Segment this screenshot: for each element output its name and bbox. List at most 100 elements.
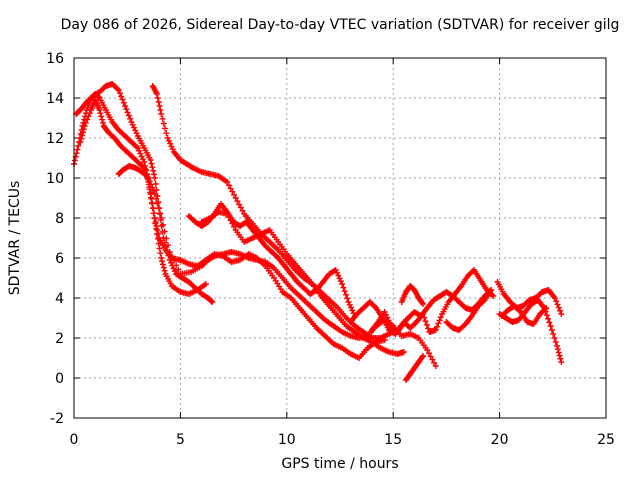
data-point (147, 157, 154, 163)
data-point (77, 139, 84, 145)
data-point (146, 178, 153, 185)
series-trace-5 (149, 83, 409, 341)
data-point (148, 181, 155, 188)
data-point (82, 119, 89, 126)
data-point (153, 223, 160, 229)
x-axis-label: GPS time / hours (281, 456, 399, 472)
y-tick-label: 16 (46, 51, 64, 67)
data-point (167, 140, 174, 147)
data-point (153, 187, 160, 193)
data-point (152, 219, 159, 225)
data-point (154, 200, 161, 207)
data-point (129, 121, 136, 128)
data-point (551, 295, 558, 301)
data-point (202, 281, 209, 287)
data-point (171, 268, 178, 275)
data-point (164, 135, 171, 141)
data-point (160, 120, 167, 127)
y-tick-label: 10 (46, 171, 64, 187)
data-point (344, 295, 351, 302)
data-point (419, 301, 426, 307)
data-point (73, 150, 80, 157)
data-point (210, 253, 217, 260)
data-point (118, 93, 125, 100)
data-point (149, 164, 156, 171)
data-point (154, 95, 161, 101)
data-point (132, 127, 139, 134)
data-point (434, 323, 441, 330)
data-point (558, 359, 565, 365)
data-point (224, 211, 231, 217)
data-point (151, 210, 158, 217)
data-point (75, 143, 82, 149)
data-point (97, 110, 104, 117)
data-point (141, 159, 148, 165)
data-point (148, 160, 155, 167)
data-point (99, 116, 106, 123)
y-tick-label: 8 (55, 211, 64, 227)
plot-frame (73, 57, 607, 419)
data-point (421, 314, 428, 321)
data-point (346, 301, 353, 308)
data-point (119, 96, 126, 103)
data-point (171, 257, 178, 264)
y-tick-label: 2 (55, 331, 64, 347)
data-point (79, 129, 86, 136)
data-point (163, 130, 170, 137)
data-point (558, 311, 565, 317)
data-point (425, 325, 432, 332)
data-point (120, 99, 127, 106)
data-point (229, 220, 236, 227)
data-point (150, 167, 157, 174)
data-point (175, 266, 182, 273)
data-point (551, 335, 558, 341)
data-point (165, 242, 172, 249)
data-point (123, 106, 130, 113)
data-point (98, 113, 105, 120)
data-point (133, 143, 140, 150)
grid-lines (74, 58, 606, 418)
data-point (554, 343, 561, 349)
y-axis-label: SDTVAR / TECUs (7, 180, 23, 296)
data-point (339, 281, 346, 287)
data-point (239, 207, 246, 214)
data-point (169, 146, 176, 153)
y-tick-label: 4 (55, 291, 64, 307)
data-point (156, 103, 163, 109)
data-point (151, 191, 158, 197)
data-point (334, 269, 341, 276)
data-point (225, 214, 232, 221)
data-point (555, 304, 562, 311)
data-point (227, 185, 234, 192)
data-point (138, 153, 145, 160)
data-point (173, 262, 180, 269)
data-point (427, 353, 434, 360)
data-point (131, 124, 138, 131)
data-point (432, 327, 439, 333)
data-point (550, 331, 557, 337)
data-point (555, 349, 562, 356)
data-point (345, 299, 352, 305)
data-point (151, 175, 158, 181)
data-point (99, 119, 106, 126)
series-trace-9 (368, 267, 497, 335)
series-trace-11 (398, 283, 426, 307)
data-point (127, 115, 134, 122)
data-point (143, 167, 150, 173)
data-point (384, 314, 391, 321)
data-point (74, 146, 81, 153)
series-trace-10 (402, 353, 426, 383)
data-point (348, 304, 355, 311)
data-point (160, 264, 167, 271)
data-point (153, 195, 160, 202)
data-point (78, 135, 85, 142)
data-point (149, 200, 156, 207)
data-point (159, 261, 166, 268)
data-point (335, 272, 342, 279)
data-point (490, 293, 497, 299)
data-point (237, 204, 244, 211)
data-point (229, 188, 236, 195)
data-point (547, 323, 554, 329)
data-point (116, 90, 123, 97)
